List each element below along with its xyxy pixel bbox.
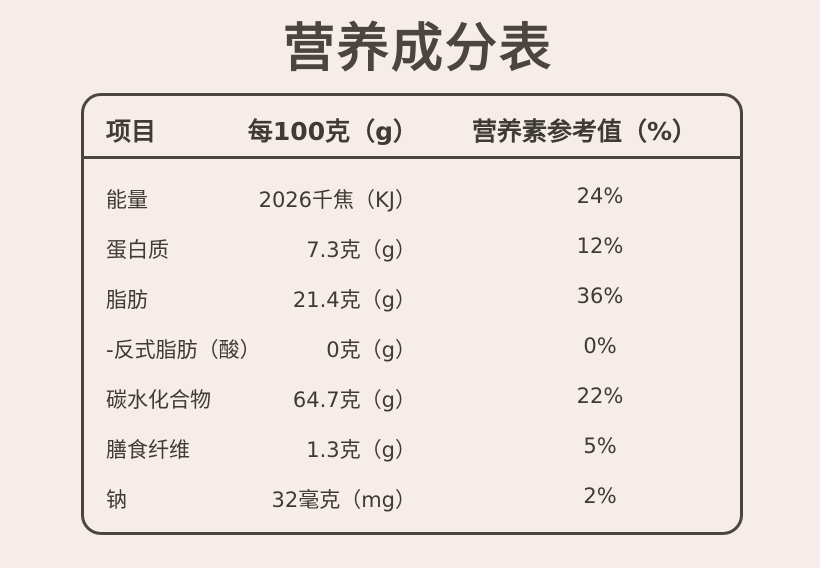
page-title: 营养成分表: [282, 19, 553, 79]
row-item: 碳水化合物: [106, 388, 211, 412]
table-row: 膳食纤维 1.3克（g） 5%: [84, 422, 740, 472]
row-item: 能量: [106, 188, 148, 212]
table-row: 钠 32毫克（mg） 2%: [84, 472, 740, 522]
row-nrv: 22%: [576, 384, 624, 408]
row-item: 膳食纤维: [106, 438, 190, 462]
row-item: 蛋白质: [106, 238, 169, 262]
header-nrv: 营养素参考值（%）: [472, 117, 698, 146]
table-row: -反式脂肪（酸） 0克（g） 0%: [84, 322, 740, 372]
row-nrv: 24%: [576, 184, 624, 208]
row-per-100g: 21.4克（g）: [292, 288, 416, 312]
table-row: 能量 2026千焦（KJ） 24%: [84, 172, 740, 222]
row-per-100g: 2026千焦（KJ）: [258, 188, 416, 212]
header-per-100g: 每100克（g）: [247, 117, 418, 146]
table-row: 蛋白质 7.3克（g） 12%: [84, 222, 740, 272]
row-per-100g: 1.3克（g）: [306, 438, 416, 462]
row-nrv: 0%: [583, 334, 617, 358]
row-item: 钠: [106, 488, 127, 512]
row-nrv: 2%: [583, 484, 617, 508]
table-header: 项目 每100克（g） 营养素参考值（%）: [84, 96, 740, 159]
table-row: 碳水化合物 64.7克（g） 22%: [84, 372, 740, 422]
nutrition-table: 项目 每100克（g） 营养素参考值（%） 能量 2026千焦（KJ） 24% 蛋白质…: [81, 93, 743, 535]
table-row: 脂肪 21.4克（g） 36%: [84, 272, 740, 322]
row-per-100g: 0克（g）: [326, 338, 416, 362]
row-nrv: 36%: [576, 284, 624, 308]
row-nrv: 5%: [583, 434, 617, 458]
row-item: 脂肪: [106, 288, 148, 312]
header-item: 项目: [106, 117, 157, 146]
row-item: -反式脂肪（酸）: [106, 338, 261, 362]
row-per-100g: 32毫克（mg）: [271, 488, 416, 512]
row-per-100g: 64.7克（g）: [292, 388, 416, 412]
row-per-100g: 7.3克（g）: [306, 238, 416, 262]
row-nrv: 12%: [576, 234, 624, 258]
